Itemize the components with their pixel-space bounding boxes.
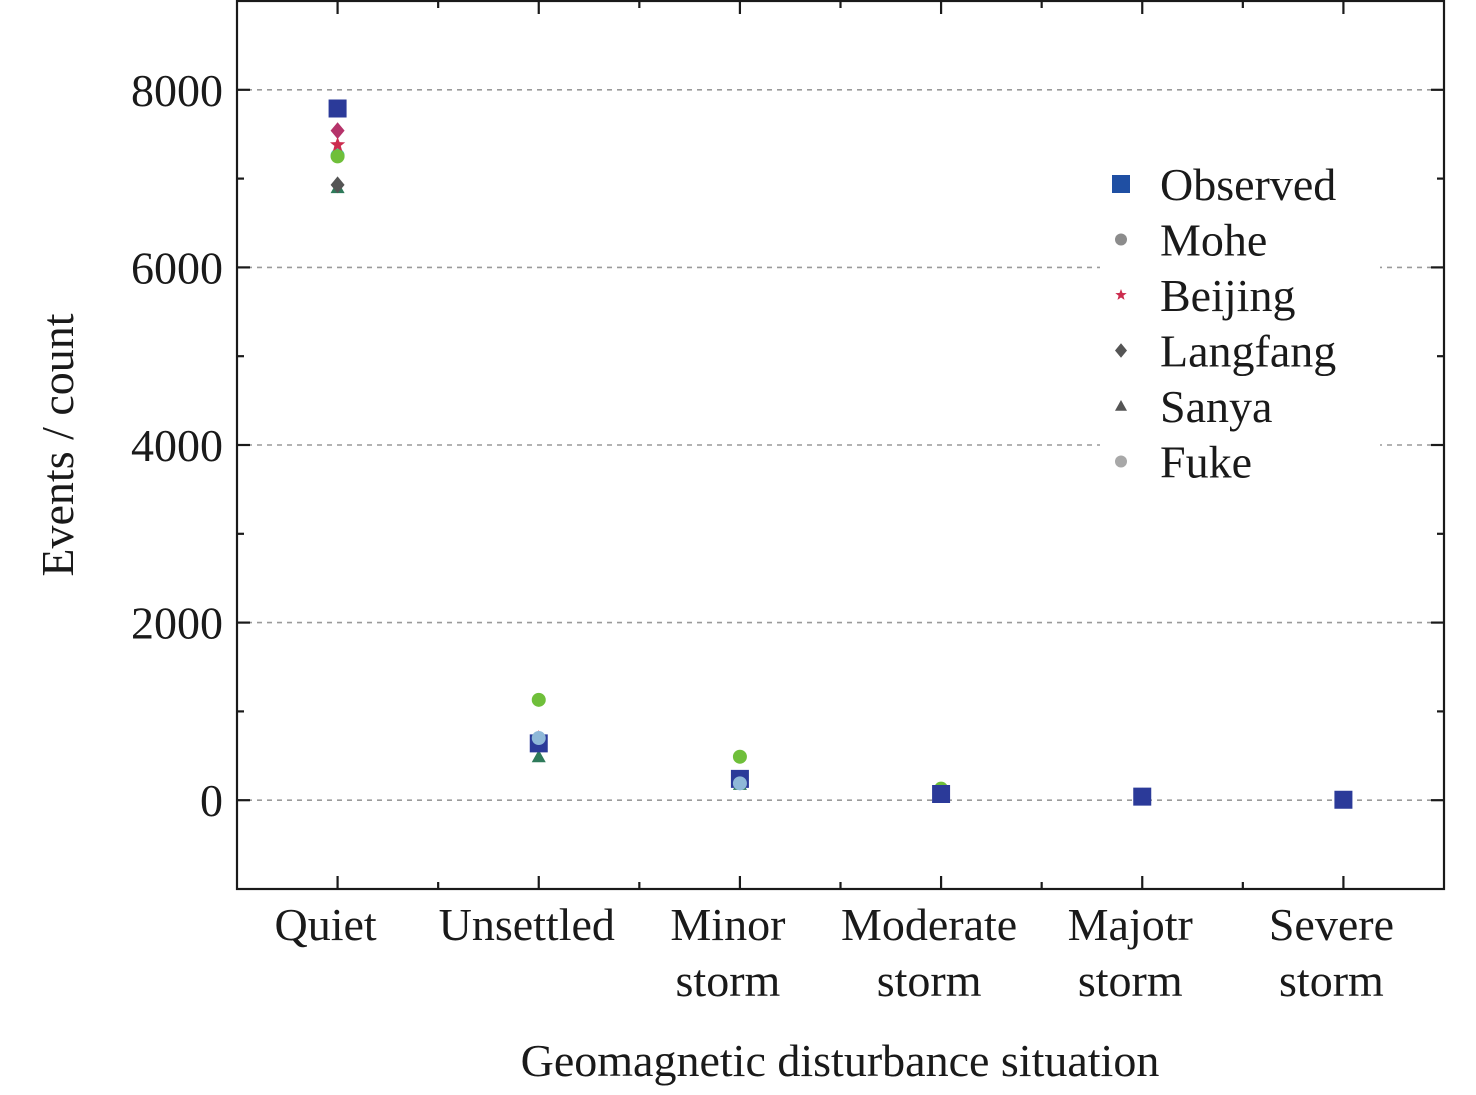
- x-tick-label: Quiet: [274, 899, 376, 950]
- y-tick-label: 8000: [131, 65, 223, 116]
- y-tick-label: 4000: [131, 420, 223, 471]
- legend-label-mohe: Mohe: [1160, 215, 1267, 266]
- marker-sanya: [531, 749, 546, 763]
- x-tick-label: Severe storm: [1269, 899, 1394, 1006]
- y-tick-label: 2000: [131, 598, 223, 649]
- marker-mohe: [531, 692, 546, 707]
- legend-label-langfang: Langfang: [1160, 326, 1336, 377]
- y-tick-label: 6000: [131, 242, 223, 293]
- x-tick-label: Minor storm: [670, 899, 785, 1006]
- legend-label-sanya: Sanya: [1160, 381, 1272, 432]
- legend-marker-beijing: [1115, 289, 1127, 300]
- legend-marker-sanya: [1115, 400, 1127, 411]
- plot-frame: [235, 0, 1446, 891]
- y-axis: 0 2000 4000 6000 8000: [131, 65, 1444, 826]
- legend-label-fuke: Fuke: [1160, 437, 1252, 488]
- marker-beijing: [329, 136, 346, 152]
- y-axis-title: Events / count: [32, 313, 83, 576]
- x-tick-label: Moderate storm: [841, 899, 1017, 1006]
- legend-background: [1100, 150, 1380, 490]
- marker-extra: [330, 176, 345, 194]
- legend-marker-langfang: [1115, 343, 1127, 358]
- data-markers: [328, 99, 1353, 809]
- legend-marker-mohe: [1115, 233, 1127, 246]
- x-axis-title: Geomagnetic disturbance situation: [521, 1035, 1160, 1086]
- x-tick-label: Majotr storm: [1068, 899, 1193, 1006]
- x-axis: Quiet Unsettled Minor storm Moderate storm Maj…: [274, 1, 1394, 1006]
- marker-observed: [1133, 787, 1152, 806]
- marker-observed: [1334, 790, 1353, 809]
- legend-marker-observed: [1112, 175, 1130, 193]
- x-tick-label: Unsettled: [439, 899, 615, 950]
- marker-mohe: [732, 749, 747, 764]
- marker-mohe: [330, 149, 345, 164]
- y-tick-label: 0: [200, 775, 223, 826]
- legend-label-beijing: Beijing: [1160, 270, 1295, 321]
- grid-lines: [237, 89, 1444, 802]
- marker-langfang: [330, 122, 345, 140]
- marker-observed: [932, 784, 951, 803]
- legend-marker-fuke: [1115, 455, 1127, 468]
- marker-extra: [531, 731, 546, 746]
- legend-label-observed: Observed: [1160, 159, 1336, 210]
- marker-extra: [732, 776, 747, 791]
- marker-observed: [328, 99, 347, 118]
